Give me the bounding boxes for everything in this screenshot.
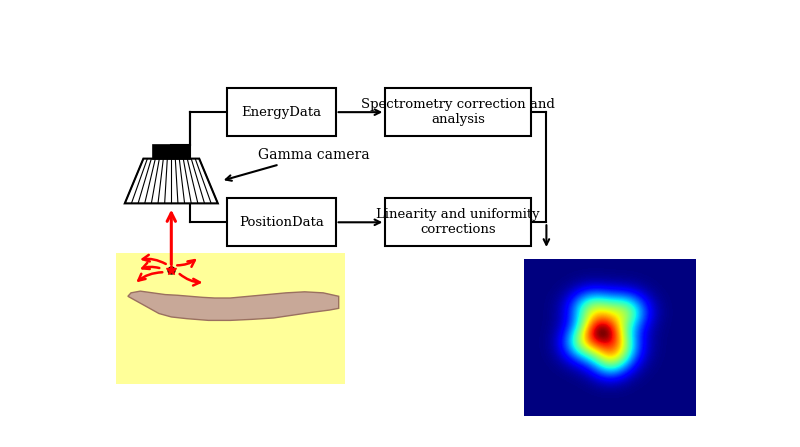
Bar [227, 88, 336, 136]
Bar [386, 198, 531, 246]
Bar [386, 88, 531, 136]
Text: EnergyData: EnergyData [242, 105, 322, 118]
Bar [227, 198, 336, 246]
Bar [153, 145, 190, 159]
Text: Gamma camera: Gamma camera [226, 148, 370, 181]
Polygon shape [128, 291, 338, 320]
Polygon shape [125, 159, 218, 203]
Text: Linearity and uniformity
corrections: Linearity and uniformity corrections [376, 208, 540, 236]
Bar [115, 253, 345, 384]
Text: Spectrometry correction and
analysis: Spectrometry correction and analysis [361, 98, 555, 126]
Text: PositionData: PositionData [239, 216, 324, 229]
